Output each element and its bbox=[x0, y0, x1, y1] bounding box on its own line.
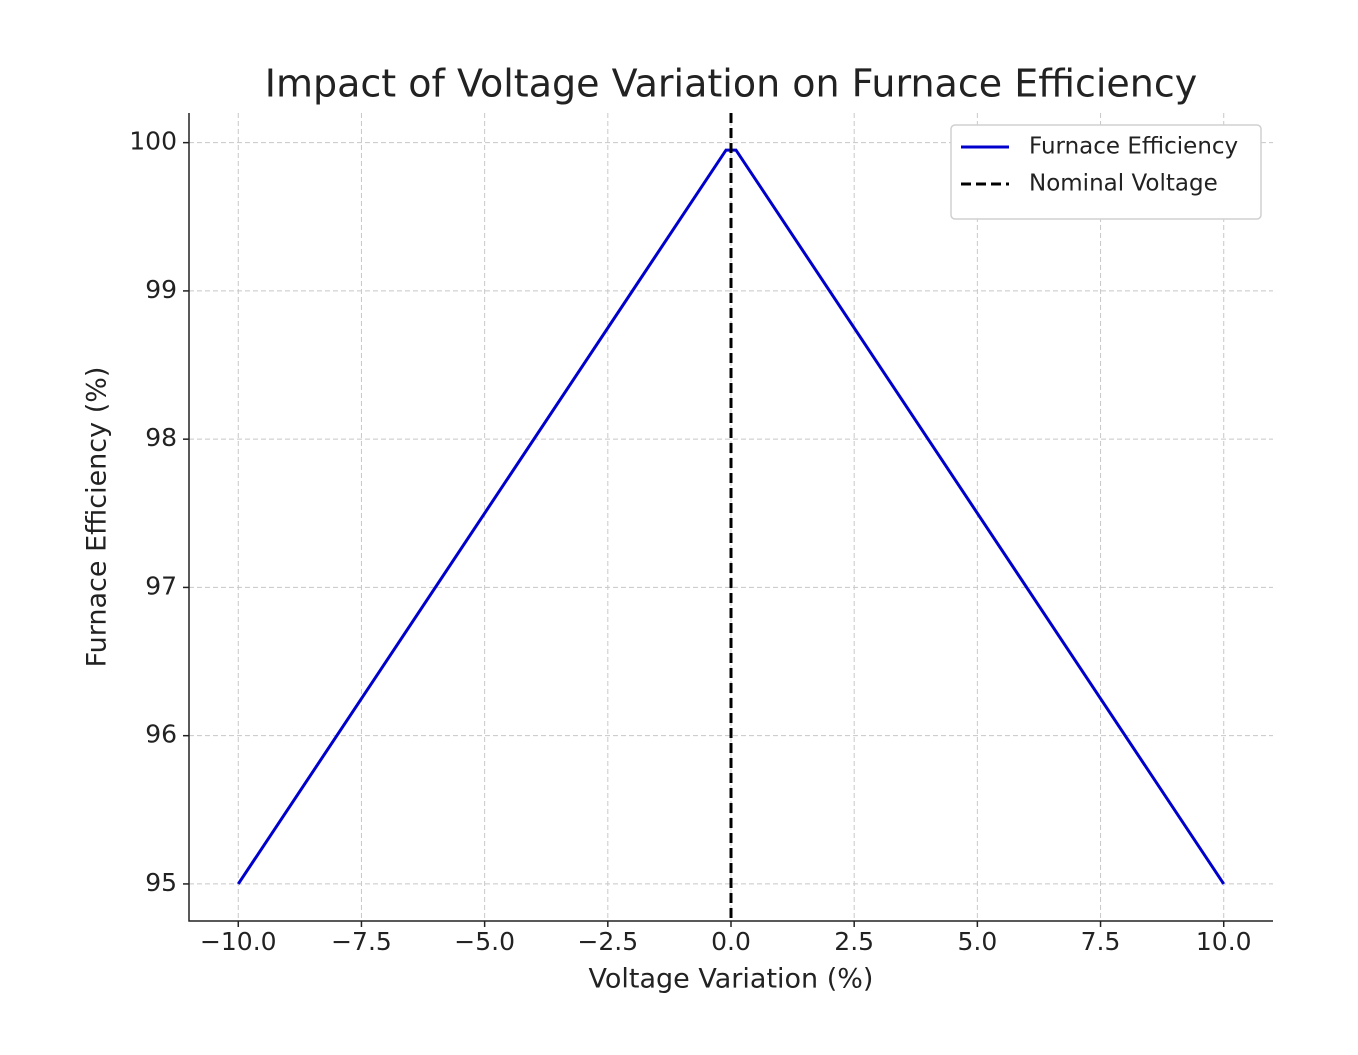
legend-label: Nominal Voltage bbox=[1029, 171, 1218, 197]
y-tick-label: 99 bbox=[145, 275, 177, 304]
axes-frame bbox=[188, 113, 1273, 922]
x-tick-label: 10.0 bbox=[1196, 927, 1252, 956]
x-tick-label: 2.5 bbox=[834, 927, 874, 956]
y-axis-label: Furnace Efficiency (%) bbox=[82, 367, 113, 668]
x-tick-label: −10.0 bbox=[200, 927, 277, 956]
x-tick-label: −7.5 bbox=[331, 927, 392, 956]
legend-box bbox=[950, 124, 1262, 220]
x-tick-label: 7.5 bbox=[1081, 927, 1121, 956]
x-axis-label: Voltage Variation (%) bbox=[589, 964, 874, 995]
y-tick-label: 95 bbox=[145, 868, 177, 897]
y-tick-label: 96 bbox=[145, 720, 177, 749]
y-tick-label: 100 bbox=[129, 127, 177, 156]
y-tick-label: 97 bbox=[145, 571, 177, 600]
x-tick-label: −2.5 bbox=[577, 927, 638, 956]
x-tick-label: −5.0 bbox=[454, 927, 515, 956]
chart-title: Impact of Voltage Variation on Furnace E… bbox=[265, 62, 1197, 106]
x-tick-label: 0.0 bbox=[711, 927, 751, 956]
x-tick-label: 5.0 bbox=[957, 927, 997, 956]
legend-label: Furnace Efficiency bbox=[1029, 134, 1238, 160]
y-tick-label: 98 bbox=[145, 423, 177, 452]
